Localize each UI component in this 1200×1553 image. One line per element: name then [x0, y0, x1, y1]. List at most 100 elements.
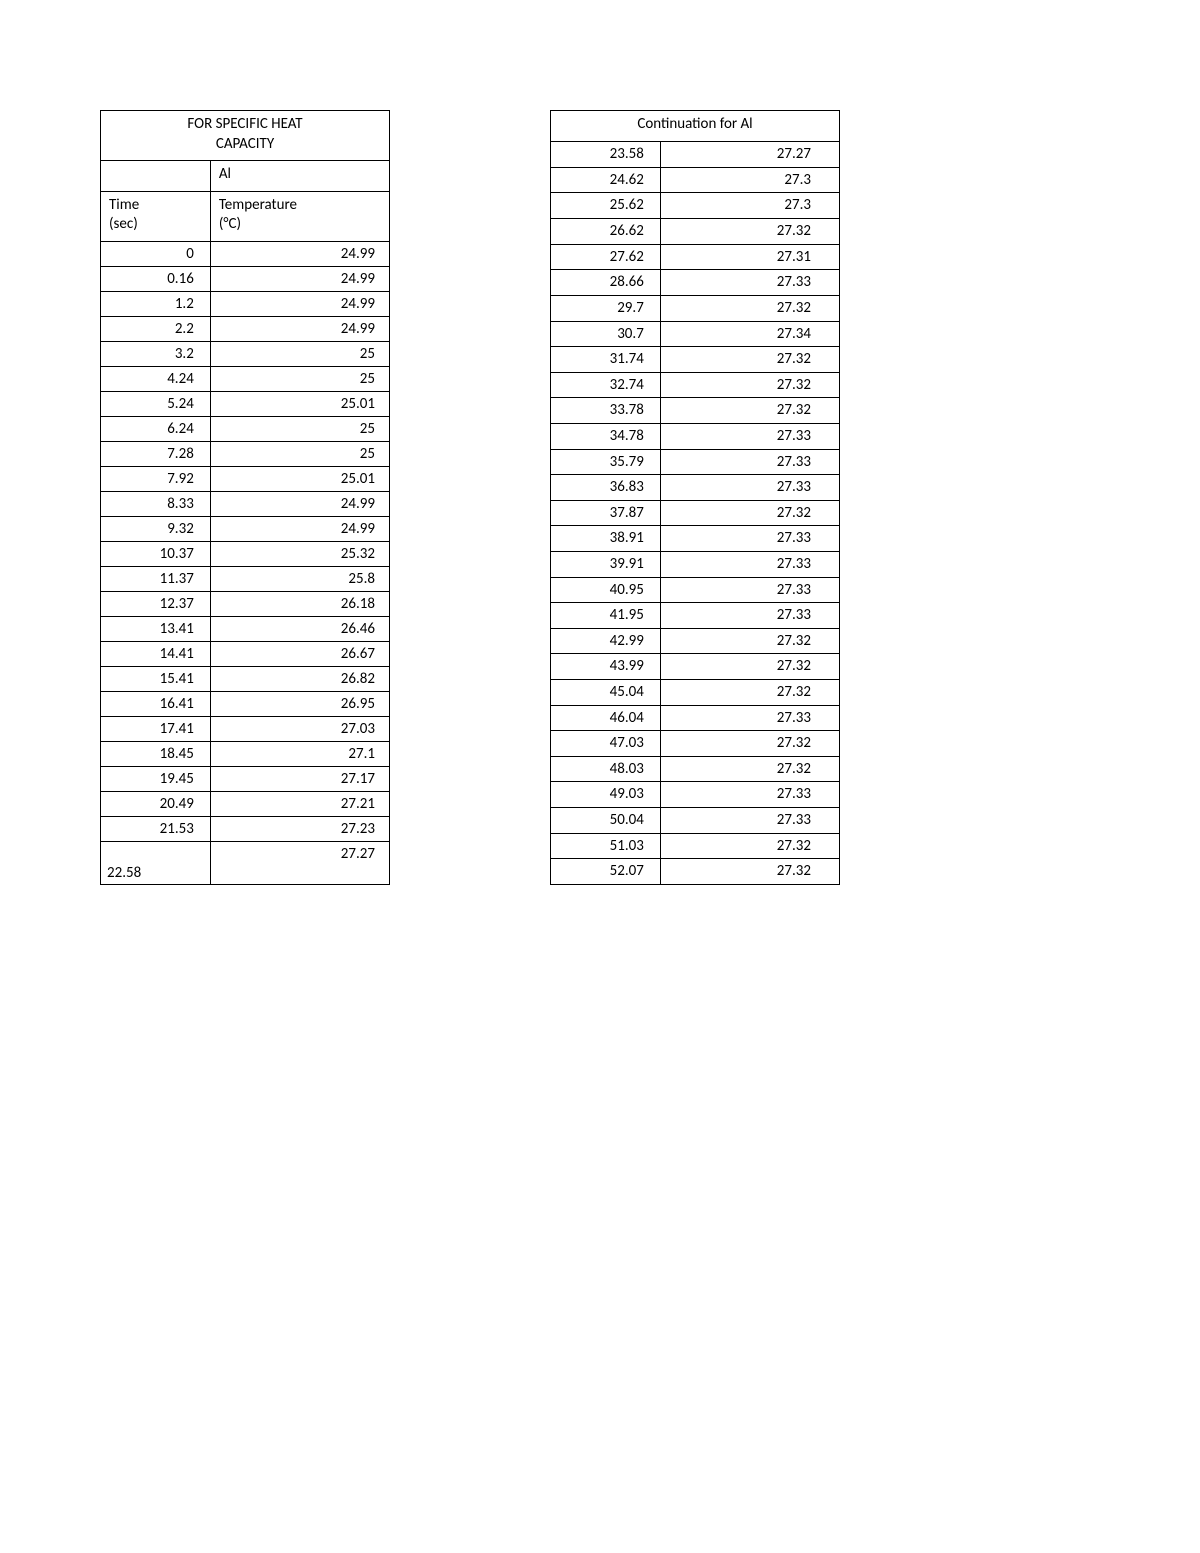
time-cell: 39.91	[551, 551, 661, 577]
temperature-cell: 27.21	[210, 791, 389, 816]
time-cell: 27.62	[551, 244, 661, 270]
table-title-cell: FOR SPECIFIC HEAT CAPACITY	[101, 111, 390, 161]
time-cell: 20.49	[101, 791, 211, 816]
temperature-cell: 27.17	[210, 766, 389, 791]
temperature-cell: 27.32	[660, 372, 839, 398]
table-row: 46.0427.33	[551, 705, 840, 731]
time-cell: 3.2	[101, 341, 211, 366]
temperature-cell: 25.32	[210, 541, 389, 566]
temperature-cell: 27.1	[210, 741, 389, 766]
specific-heat-table: FOR SPECIFIC HEAT CAPACITY Al Time (sec)…	[100, 110, 390, 885]
table-row: 5.2425.01	[101, 391, 390, 416]
table-row: 3.225	[101, 341, 390, 366]
table-row: 49.0327.33	[551, 782, 840, 808]
time-cell: 25.62	[551, 193, 661, 219]
time-cell: 36.83	[551, 475, 661, 501]
time-cell: 10.37	[101, 541, 211, 566]
time-cell: 14.41	[101, 641, 211, 666]
time-cell: 42.99	[551, 628, 661, 654]
time-cell: 45.04	[551, 680, 661, 706]
temperature-cell: 27.33	[660, 270, 839, 296]
time-cell: 13.41	[101, 616, 211, 641]
table-row: 6.2425	[101, 416, 390, 441]
time-cell: 4.24	[101, 366, 211, 391]
table-row: 35.7927.33	[551, 449, 840, 475]
table-row: 30.727.34	[551, 321, 840, 347]
temperature-cell: 25.8	[210, 566, 389, 591]
time-cell: 40.95	[551, 577, 661, 603]
col1-header: Time (sec)	[101, 191, 211, 241]
table-row: 4.2425	[101, 366, 390, 391]
table-row: 29.727.32	[551, 295, 840, 321]
temperature-cell: 27.32	[660, 731, 839, 757]
time-cell: 47.03	[551, 731, 661, 757]
temperature-cell: 27.3	[660, 193, 839, 219]
table-row: 50.0427.33	[551, 808, 840, 834]
table-row: 2.224.99	[101, 316, 390, 341]
table-title-row: FOR SPECIFIC HEAT CAPACITY	[101, 111, 390, 161]
temperature-cell: 27.33	[660, 808, 839, 834]
table-row: 32.7427.32	[551, 372, 840, 398]
temperature-cell: 25.01	[210, 466, 389, 491]
temperature-cell: 27.27	[210, 841, 389, 885]
temperature-cell: 27.23	[210, 816, 389, 841]
table-row: 12.3726.18	[101, 591, 390, 616]
col2-header: Temperature (°C)	[210, 191, 389, 241]
time-cell: 21.53	[101, 816, 211, 841]
temperature-cell: 26.67	[210, 641, 389, 666]
time-cell: 5.24	[101, 391, 211, 416]
temperature-cell: 27.32	[660, 833, 839, 859]
temperature-cell: 27.33	[660, 449, 839, 475]
time-cell: 18.45	[101, 741, 211, 766]
table-row: 21.5327.23	[101, 816, 390, 841]
title-line-1: FOR SPECIFIC HEAT	[187, 115, 302, 133]
table-row: 15.4126.82	[101, 666, 390, 691]
temperature-cell: 27.33	[660, 577, 839, 603]
table-row: 40.9527.33	[551, 577, 840, 603]
time-cell: 6.24	[101, 416, 211, 441]
table-row: 36.8327.33	[551, 475, 840, 501]
time-cell: 19.45	[101, 766, 211, 791]
table-row: 23.5827.27	[551, 142, 840, 168]
continuation-table: Continuation for Al 23.5827.2724.6227.32…	[550, 110, 840, 885]
table-row: 28.6627.33	[551, 270, 840, 296]
table-row: 17.4127.03	[101, 716, 390, 741]
temperature-cell: 24.99	[210, 316, 389, 341]
temperature-cell: 27.03	[210, 716, 389, 741]
temperature-cell: 26.46	[210, 616, 389, 641]
col1-header-line2: (sec)	[109, 215, 138, 233]
time-cell: 34.78	[551, 423, 661, 449]
table-row: 26.6227.32	[551, 219, 840, 245]
temperature-cell: 25	[210, 416, 389, 441]
time-cell: 0.16	[101, 266, 211, 291]
table-row: 25.6227.3	[551, 193, 840, 219]
temperature-cell: 25	[210, 441, 389, 466]
table-row: 11.3725.8	[101, 566, 390, 591]
table-row: 18.4527.1	[101, 741, 390, 766]
time-cell: 28.66	[551, 270, 661, 296]
time-cell: 37.87	[551, 500, 661, 526]
title-line-2: CAPACITY	[216, 135, 274, 153]
table-row: 14.4126.67	[101, 641, 390, 666]
temperature-cell: 24.99	[210, 491, 389, 516]
page-container: FOR SPECIFIC HEAT CAPACITY Al Time (sec)…	[0, 0, 1200, 885]
temperature-cell: 25	[210, 366, 389, 391]
temperature-cell: 27.27	[660, 142, 839, 168]
time-cell: 52.07	[551, 859, 661, 885]
col1-header-line1: Time	[109, 196, 139, 214]
temperature-cell: 27.34	[660, 321, 839, 347]
temperature-cell: 25	[210, 341, 389, 366]
temperature-cell: 27.33	[660, 603, 839, 629]
time-cell: 30.7	[551, 321, 661, 347]
table-title-row: Continuation for Al	[551, 111, 840, 142]
time-cell: 2.2	[101, 316, 211, 341]
temperature-cell: 27.33	[660, 526, 839, 552]
table-row: 10.3725.32	[101, 541, 390, 566]
table-row: 45.0427.32	[551, 680, 840, 706]
time-cell: 9.32	[101, 516, 211, 541]
table-row: 42.9927.32	[551, 628, 840, 654]
table-row-last: 22.58 27.27	[101, 841, 390, 885]
time-cell: 32.74	[551, 372, 661, 398]
table-row: 33.7827.32	[551, 398, 840, 424]
temperature-cell: 25.01	[210, 391, 389, 416]
